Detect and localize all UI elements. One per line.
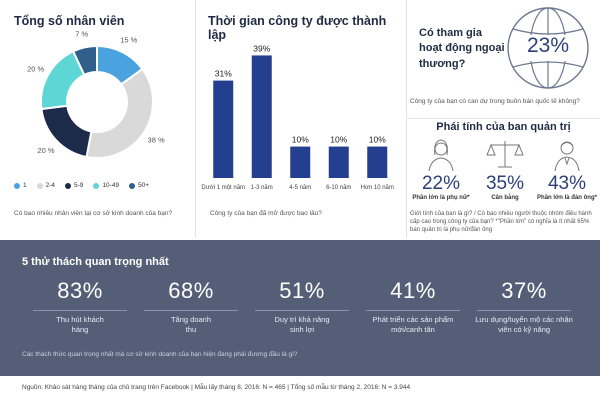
legend-swatch <box>14 182 20 189</box>
trade-panel: Có tham gia hoạt động ngoại thương? 23% … <box>407 0 600 118</box>
globe-icon <box>507 7 589 89</box>
board-item-men: 43% Phần lớn là đàn ông* <box>537 173 597 201</box>
bar-value-label: 10% <box>330 135 347 145</box>
challenge-value: 51% <box>279 278 325 303</box>
challenge-item: 83% Thu hút khách hàng <box>25 278 135 335</box>
challenge-label: Duy trì khả năng sinh lợi <box>274 315 330 335</box>
legend-label: 1 <box>23 182 27 189</box>
legend-swatch <box>65 182 72 189</box>
bar-category-label: 1-3 năm <box>251 185 273 191</box>
divider <box>406 0 407 238</box>
board-item-women: 22% Phần lớn là phụ nữ* <box>411 173 471 201</box>
board-item-balanced: 35% Cân bằng <box>475 173 535 201</box>
challenges-question: Các thách thức quan trọng nhất mà cơ sở … <box>22 351 298 358</box>
donut-value-label: 38 % <box>148 136 165 145</box>
bar-value-label: 31% <box>215 69 232 79</box>
founded-bar-chart: 31% Dưới 1 một năm 39% 1-3 năm 10% 4-5 năm 10%… <box>201 43 394 191</box>
challenge-item: 37% Lưu dụng/tuyển mộ các nhân viên có k… <box>469 278 579 335</box>
challenges-title: 5 thử thách quan trọng nhất <box>22 256 169 268</box>
legend-item: 50+ <box>129 182 149 189</box>
legend-swatch <box>129 182 136 189</box>
challenge-divider <box>144 310 238 311</box>
legend-swatch <box>93 182 100 189</box>
founded-question: Công ty của bạn đã mở được bao lâu? <box>210 210 322 217</box>
challenge-divider <box>477 310 571 311</box>
challenge-label: Thu hút khách hàng <box>56 315 104 335</box>
bar <box>328 146 349 178</box>
challenge-value: 41% <box>390 278 436 303</box>
board-title: Phái tính của ban quản trị <box>436 121 571 133</box>
founded-title: Thời gian công ty được thành lập <box>208 14 387 42</box>
scale-icon <box>486 141 524 168</box>
challenges-panel: 5 thử thách quan trọng nhất 83% Thu hút … <box>0 240 600 376</box>
challenge-divider <box>366 310 460 311</box>
divider <box>407 118 600 119</box>
footer: Nguồn: Khảo sát hàng tháng của chủ trang… <box>0 376 600 400</box>
challenge-label: Lưu dụng/tuyển mộ các nhân viên có kỹ nă… <box>475 315 573 335</box>
employees-question: Có bao nhiêu nhân viên tại cơ sở kinh do… <box>14 210 173 217</box>
legend-label: 10-49 <box>102 182 120 189</box>
divider <box>195 0 196 238</box>
footer-source: Nguồn: Khảo sát hàng tháng của chủ trang… <box>22 384 411 391</box>
bar <box>367 146 388 178</box>
board-item-label: Phần lớn là đàn ông* <box>537 195 597 201</box>
donut-slice <box>85 67 154 159</box>
donut-value-label: 7 % <box>75 30 88 39</box>
employees-panel: Tổng số nhân viên 15 % 38 % 20 % 20 % 7 % 1 2… <box>0 0 195 238</box>
bar-category-label: Dưới 1 một năm <box>201 185 245 191</box>
board-item-label: Phần lớn là phụ nữ* <box>412 195 470 201</box>
employees-title: Tổng số nhân viên <box>14 14 125 28</box>
bar-category-label: 4-5 năm <box>289 185 311 191</box>
challenge-divider <box>255 310 349 311</box>
legend-label: 50+ <box>138 182 150 189</box>
legend-item: 5-9 <box>65 182 83 189</box>
challenge-label: Tăng doanh thu <box>170 315 212 335</box>
board-item-value: 22% <box>421 173 461 194</box>
bar-category-label: Hơn 10 năm <box>361 185 394 191</box>
challenge-value: 37% <box>501 278 547 303</box>
founded-panel: Thời gian công ty được thành lập 31% Dưới… <box>196 0 406 238</box>
bar <box>290 146 311 178</box>
legend-item: 2-4 <box>36 182 56 189</box>
bar <box>213 80 234 178</box>
board-item-value: 43% <box>547 173 587 194</box>
legend-item: 1 <box>14 182 27 189</box>
legend-swatch <box>36 182 43 189</box>
bar-category-label: 6-10 năm <box>326 185 351 191</box>
board-item-label: Cân bằng <box>491 195 519 201</box>
donut-slice <box>71 44 98 77</box>
bar-value-label: 39% <box>253 43 270 53</box>
employees-donut-chart: 15 % 38 % 20 % 20 % 7 % <box>27 30 165 159</box>
challenge-item: 68% Tăng doanh thu <box>136 278 246 335</box>
challenge-divider <box>33 310 127 311</box>
trade-caption: Công ty của bạn có can dự trong buôn bán… <box>410 98 580 105</box>
trade-value: 23% <box>526 34 570 57</box>
donut-value-label: 20 % <box>37 146 54 155</box>
legend-label: 2-4 <box>45 182 56 189</box>
man-icon <box>554 141 580 171</box>
board-panel: Phái tính của ban quản trị 22% Phần lớn … <box>407 119 600 238</box>
donut-value-label: 20 % <box>27 64 44 73</box>
board-question: Giới tính của ban là gì? / Có bao nhiêu … <box>410 211 592 234</box>
bar-value-label: 10% <box>369 135 386 145</box>
donut-value-label: 15 % <box>120 36 137 45</box>
challenge-value: 68% <box>168 278 214 303</box>
employees-legend: 1 2-4 5-9 10-49 50+ <box>14 182 149 189</box>
legend-item: 10-49 <box>93 182 119 189</box>
challenge-label: Phát triển các sản phẩm mới/canh tân <box>372 315 454 335</box>
woman-icon <box>428 139 454 171</box>
board-item-value: 35% <box>485 173 525 194</box>
legend-label: 5-9 <box>74 182 84 189</box>
challenge-item: 51% Duy trì khả năng sinh lợi <box>247 278 357 335</box>
trade-question-title: Có tham gia hoạt động ngoại thương? <box>419 27 505 70</box>
challenge-item: 41% Phát triển các sản phẩm mới/canh tân <box>358 278 468 335</box>
bar-value-label: 10% <box>292 135 309 145</box>
bar <box>251 55 272 178</box>
challenge-value: 83% <box>57 278 103 303</box>
